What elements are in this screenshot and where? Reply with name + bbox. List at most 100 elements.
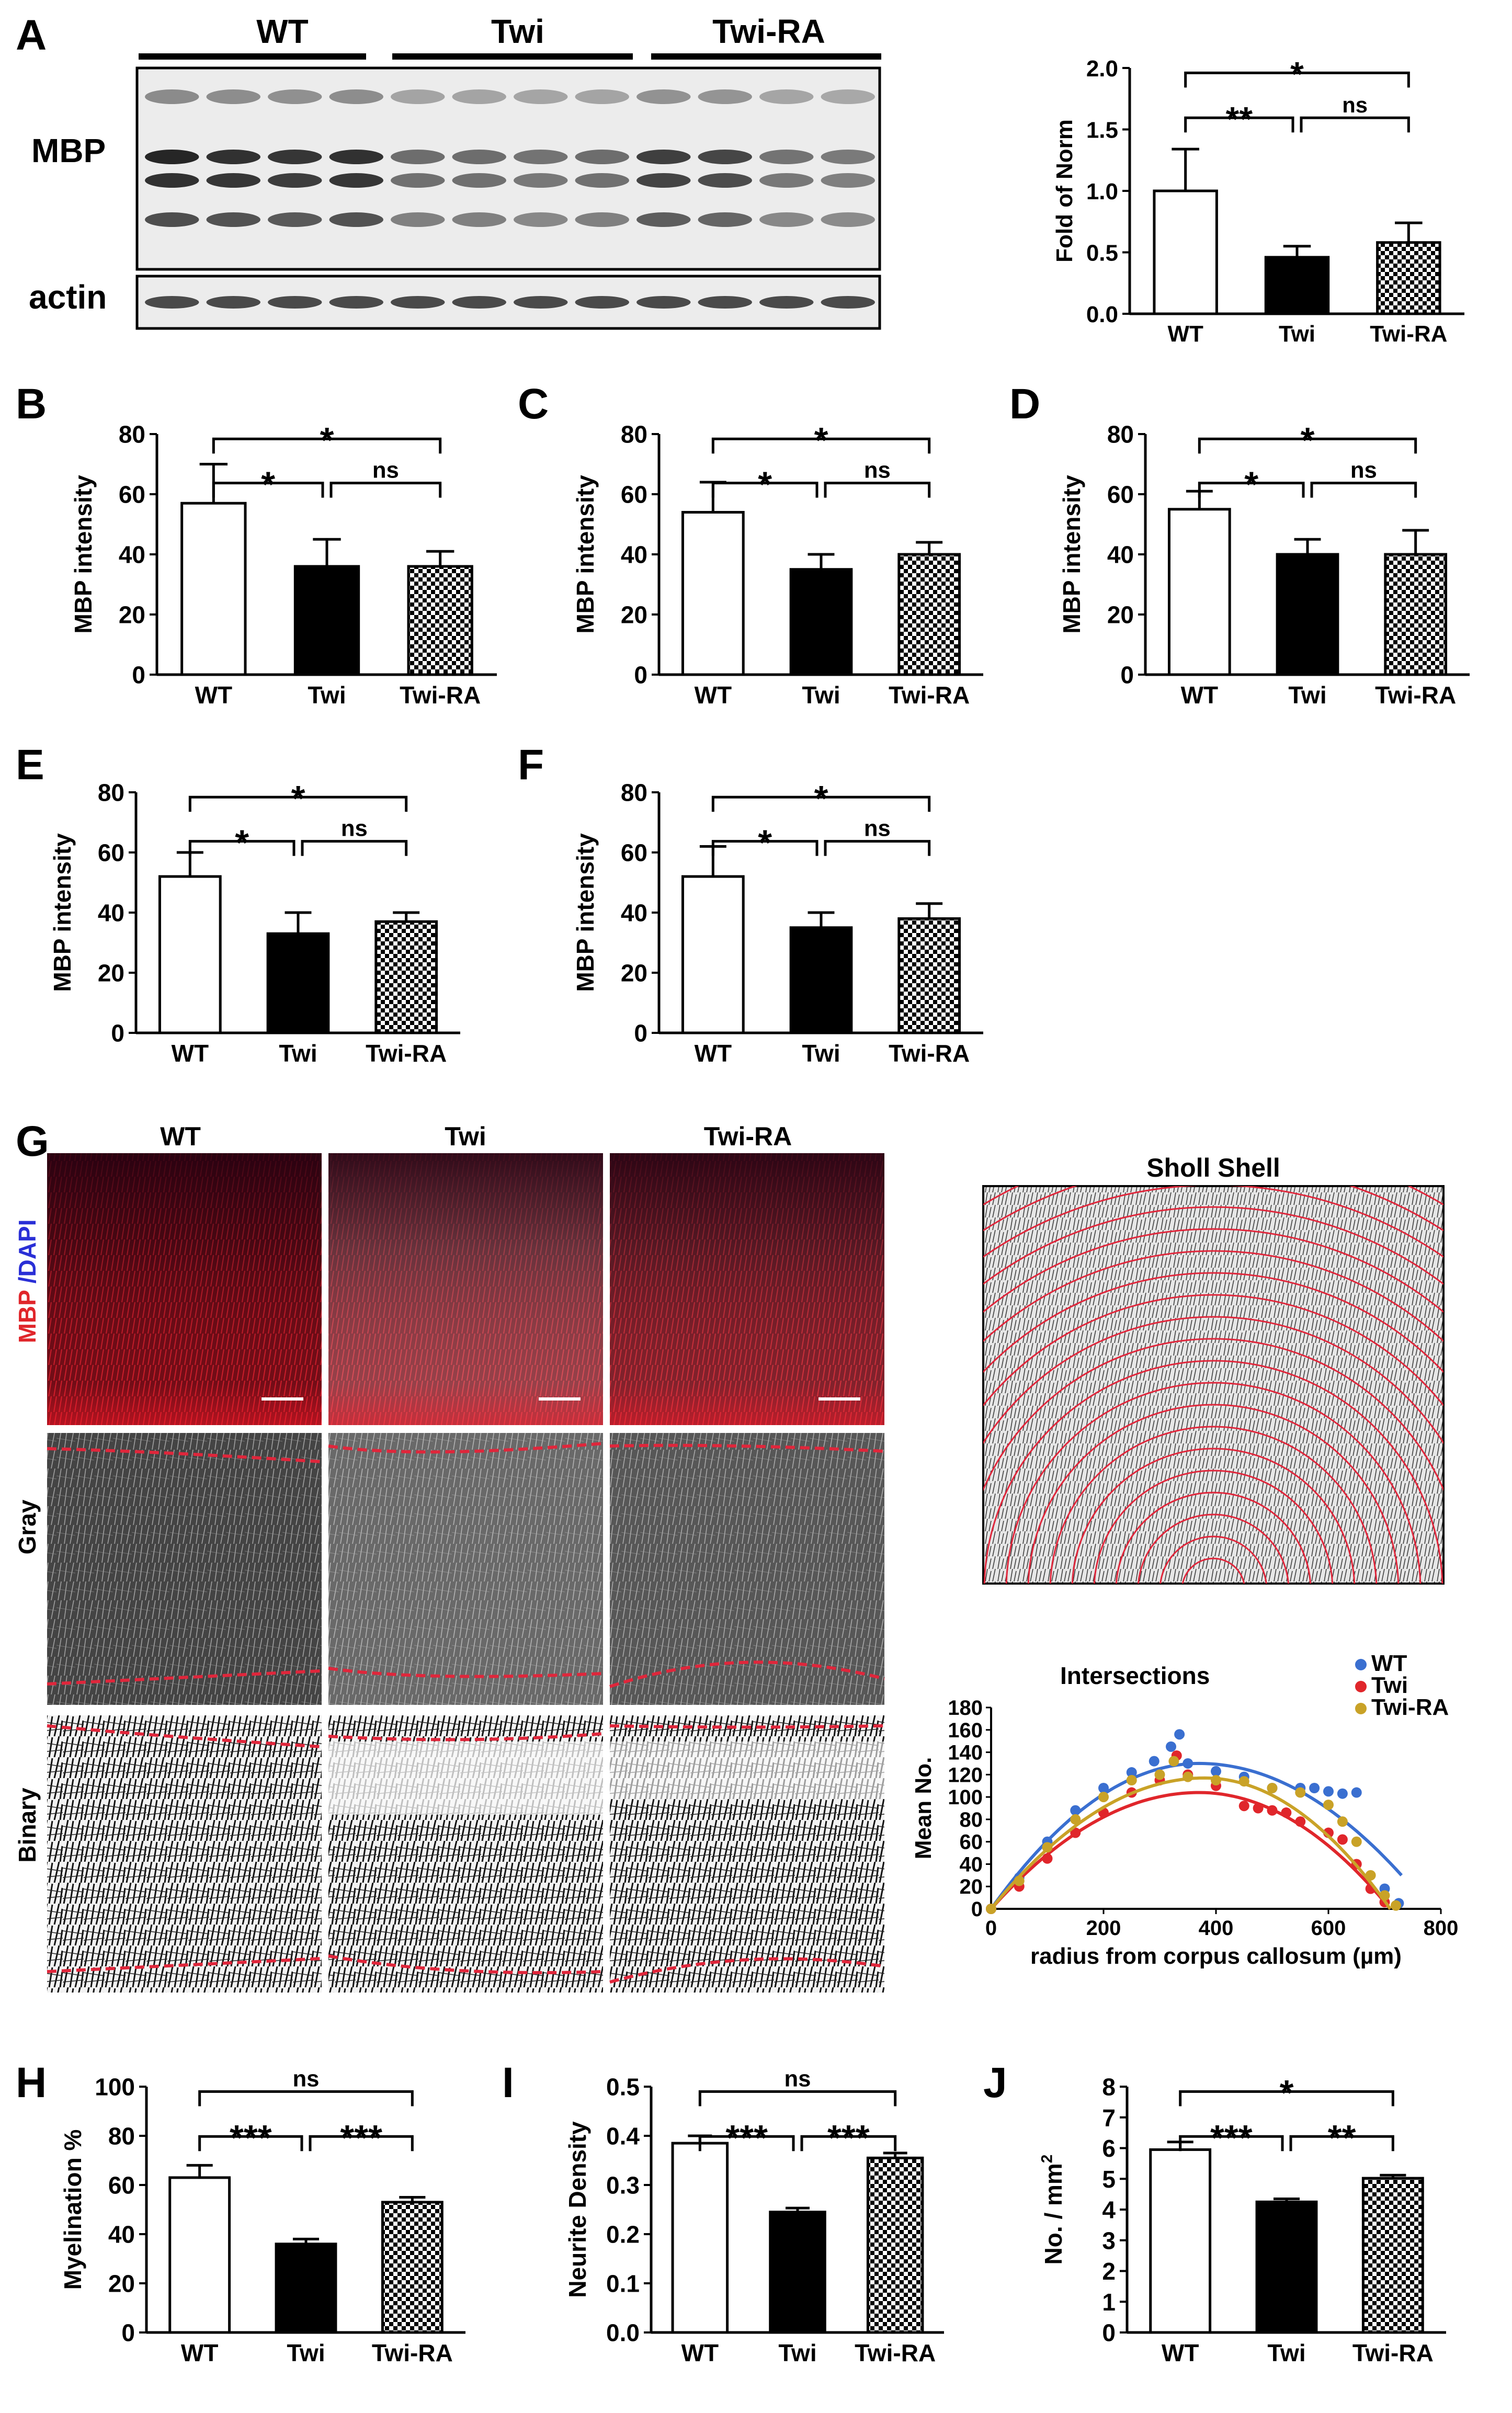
bar-twi — [1255, 2200, 1318, 2334]
significance-label: * — [235, 823, 249, 863]
data-point-twira — [1337, 1816, 1348, 1827]
x-tick-label: Twi-RA — [366, 1040, 447, 1067]
data-point-twira — [1267, 1783, 1278, 1793]
y-tick-label: 0 — [1120, 662, 1134, 689]
blot-band — [391, 212, 445, 227]
data-point-wt — [1211, 1766, 1221, 1777]
y-tick-label: 0.5 — [1086, 240, 1118, 266]
blot-band — [514, 173, 568, 188]
data-point-wt — [1174, 1729, 1185, 1740]
y-tick-label: 0.2 — [606, 2221, 640, 2248]
y-tick-label: 60 — [98, 839, 124, 867]
panel-letter-c: C — [518, 380, 549, 428]
bar-twira — [897, 553, 961, 676]
sholl-rings — [983, 1186, 1443, 1584]
y-tick-label: 20 — [960, 1875, 983, 1898]
data-point-twi — [1267, 1805, 1278, 1816]
chart-f-mbp-intensity: 0 20 40 60 80 MBP intensity WT Twi Twi-RA * ns * — [572, 778, 983, 1067]
blot-band — [268, 173, 322, 188]
blot-band — [514, 150, 568, 164]
blot-band — [759, 89, 814, 104]
y-tick-label: 20 — [621, 960, 647, 987]
sholl-ring — [983, 1316, 1443, 1444]
blot-band — [575, 173, 629, 188]
x-tick-label: 600 — [1311, 1917, 1346, 1940]
x-tick-label: WT — [172, 1040, 209, 1067]
sholl-ring — [983, 1272, 1443, 1373]
panel-letter-f: F — [518, 741, 544, 789]
bar-twi — [293, 565, 360, 676]
significance-bracket — [824, 840, 931, 856]
chart-d-mbp-intensity: 0 20 40 60 80 MBP intensity WT Twi Twi-RA * ns * — [1058, 420, 1470, 709]
bar-wt — [158, 875, 222, 1034]
significance-label: * — [1301, 420, 1315, 460]
significance-bracket — [1184, 116, 1294, 133]
bar-twira — [1384, 553, 1448, 676]
sholl-ring — [1005, 1382, 1422, 1584]
micrograph-mbp-wt — [47, 1153, 322, 1425]
y-tick-label: 40 — [1107, 541, 1134, 568]
x-tick-label: Twi-RA — [855, 2339, 936, 2366]
significance-label: * — [320, 420, 334, 460]
micrograph-row-label-gray: Gray — [14, 1499, 41, 1554]
y-axis-label: MBP intensity — [70, 475, 97, 634]
significance-bracket — [1289, 2135, 1394, 2152]
data-point-twira — [1126, 1775, 1137, 1786]
y-tick-label: 8 — [1102, 2074, 1116, 2101]
blot-band — [329, 212, 383, 227]
data-point-twira — [1070, 1814, 1081, 1825]
data-point-wt — [1149, 1756, 1159, 1767]
micrograph-gray-twi — [328, 1433, 604, 1705]
blot-band — [452, 212, 506, 227]
y-tick-label: 0 — [111, 1020, 124, 1047]
blot-band — [821, 150, 875, 164]
significance-label: * — [1244, 464, 1258, 505]
blot-band — [206, 173, 260, 188]
panel-letter-h: H — [16, 2059, 47, 2107]
bar-twi — [769, 2211, 826, 2334]
data-point-wt — [1351, 1787, 1362, 1798]
data-point-twira — [986, 1904, 996, 1914]
y-tick-label: 40 — [960, 1853, 983, 1876]
bar-twira — [1361, 2177, 1424, 2334]
y-tick-label: 3 — [1102, 2227, 1116, 2254]
x-tick-label: WT — [695, 681, 732, 709]
y-tick-label: 4 — [1102, 2196, 1116, 2224]
bar-wt — [168, 2176, 231, 2334]
y-tick-label: 60 — [119, 481, 145, 508]
bar-wt — [671, 2142, 729, 2334]
y-tick-label: 80 — [1107, 421, 1134, 448]
bar-twira — [897, 917, 961, 1034]
x-tick-label: Twi — [279, 1040, 317, 1067]
blot-band — [329, 173, 383, 188]
x-tick-label: Twi — [778, 2339, 816, 2366]
actin-band — [329, 296, 383, 309]
y-tick-label: 160 — [948, 1719, 983, 1742]
y-tick-label: 60 — [960, 1831, 983, 1854]
y-axis-label: Fold of Norm — [1052, 119, 1077, 263]
significance-label: *** — [230, 2118, 272, 2158]
blot-row-mbp: MBP — [31, 132, 106, 169]
panel-letter-e: E — [16, 741, 44, 789]
blot-band — [391, 150, 445, 164]
y-tick-label: 100 — [948, 1786, 983, 1809]
bar-wt — [180, 502, 247, 676]
y-tick-label: 80 — [98, 779, 124, 806]
significance-bracket — [301, 840, 408, 856]
y-tick-label: 2.0 — [1086, 56, 1118, 82]
micrograph-binary-twi — [328, 1715, 604, 1993]
significance-bracket — [698, 2135, 795, 2152]
significance-label: * — [758, 464, 772, 505]
blot-band — [636, 173, 691, 188]
blot-band — [575, 212, 629, 227]
micrograph-row-label-mbp-dapi: MBP /DAPI — [14, 1220, 41, 1344]
y-tick-label: 0.0 — [606, 2319, 640, 2347]
data-point-wt — [1166, 1741, 1176, 1752]
blot-band — [206, 89, 260, 104]
x-tick-label: WT — [681, 2339, 719, 2366]
panel-letter-g: G — [16, 1118, 49, 1165]
y-tick-label: 0.0 — [1086, 302, 1118, 327]
blot-band — [759, 150, 814, 164]
blot-band — [636, 89, 691, 104]
